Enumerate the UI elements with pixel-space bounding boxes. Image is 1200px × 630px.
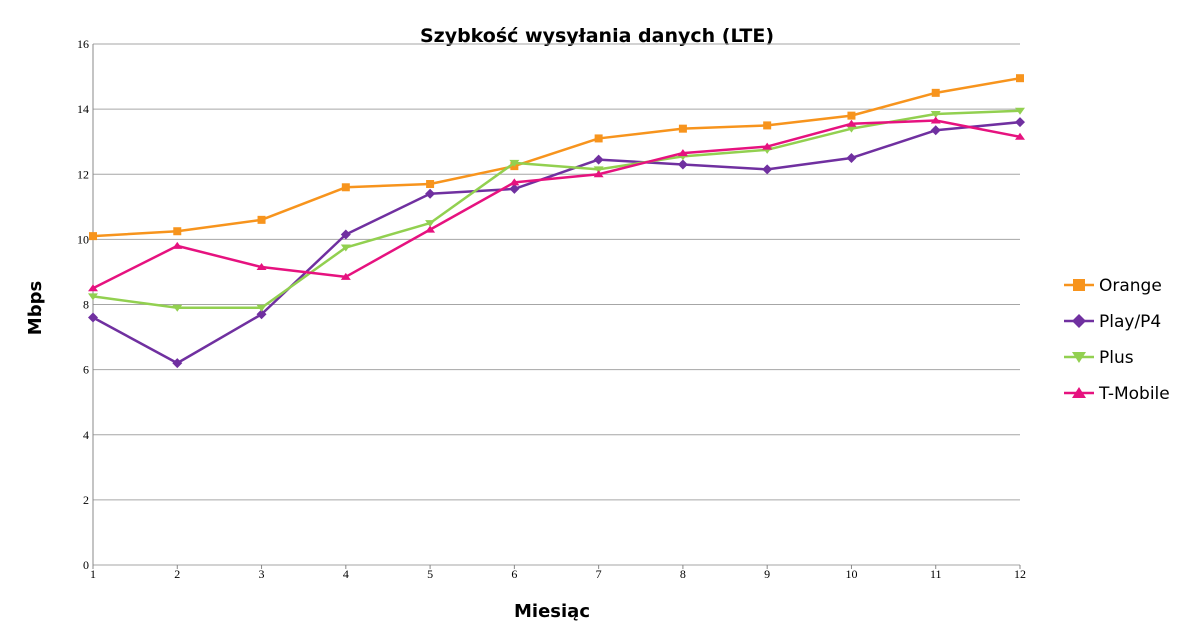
x-tick-label: 5 [427, 567, 433, 581]
data-point [340, 229, 351, 240]
data-point [677, 149, 688, 157]
data-point [763, 121, 772, 130]
y-tick-label: 12 [77, 167, 89, 181]
x-tick-label: 12 [1014, 567, 1026, 581]
x-tick-label: 9 [764, 567, 770, 581]
x-tick-label: 2 [174, 567, 180, 581]
series-t-mobile [88, 116, 1025, 292]
data-point [426, 180, 435, 189]
data-point [88, 293, 98, 301]
series-play-p4 [88, 117, 1025, 369]
series-line [92, 76, 1021, 238]
y-tick-label: 0 [83, 558, 89, 572]
x-tick-label: 8 [680, 567, 686, 581]
legend-item-play-p4: Play/P4 [1064, 312, 1161, 332]
data-point [847, 111, 856, 120]
legend-item-t-mobile: T-Mobile [1064, 384, 1170, 404]
legend-item-plus: Plus [1064, 348, 1134, 368]
data-point [930, 111, 941, 119]
data-point [509, 183, 520, 194]
legend-item-orange: Orange [1064, 276, 1162, 296]
data-point [425, 188, 436, 199]
data-point [846, 125, 857, 133]
y-axis-label: Mbps [25, 281, 46, 335]
series-line [92, 120, 1021, 365]
data-point [593, 154, 604, 165]
gridlines [92, 43, 1020, 566]
data-point [89, 232, 97, 241]
data-point [88, 312, 98, 323]
data-point [593, 170, 604, 178]
data-point [931, 88, 940, 97]
data-point [88, 284, 98, 292]
data-point [425, 225, 436, 233]
series-line [92, 109, 1021, 310]
legend-marker [1072, 314, 1086, 328]
data-point [1015, 132, 1025, 140]
data-point [172, 358, 183, 369]
data-point [1016, 74, 1024, 83]
series-orange [89, 74, 1024, 241]
data-point [341, 183, 350, 192]
data-point [256, 304, 267, 312]
data-point [594, 134, 603, 143]
data-point [256, 263, 267, 271]
x-axis-ticks: 1 2 3 4 5 6 7 8 9 10 11 12 [90, 565, 1026, 581]
data-point [762, 164, 773, 175]
legend-marker [1072, 352, 1086, 363]
x-tick-label: 4 [343, 567, 349, 581]
y-tick-label: 16 [77, 37, 89, 51]
legend-marker [1073, 279, 1085, 291]
y-tick-label: 4 [83, 428, 89, 442]
y-axis-ticks: 0 2 4 6 8 10 12 14 16 [77, 37, 89, 572]
data-point [256, 309, 267, 320]
series-plus [88, 107, 1025, 312]
data-point [1015, 117, 1025, 128]
data-point [509, 159, 520, 167]
data-point [340, 272, 351, 280]
legend-label: Plus [1099, 348, 1134, 368]
data-point [930, 116, 941, 124]
x-tick-label: 11 [930, 567, 942, 581]
series-lines [88, 74, 1025, 369]
legend-marker [1072, 387, 1086, 398]
data-point [677, 159, 688, 170]
data-point [340, 244, 351, 252]
y-tick-label: 14 [77, 102, 89, 116]
data-point [846, 119, 857, 127]
y-tick-label: 6 [83, 363, 89, 377]
data-point [173, 227, 182, 236]
legend: Orange Play/P4 Plus T-Mobile [1064, 276, 1170, 404]
data-point [257, 215, 266, 224]
x-axis-label: Miesiąc [514, 601, 590, 622]
x-tick-label: 3 [259, 567, 265, 581]
y-tick-label: 2 [83, 493, 89, 507]
data-point [593, 166, 604, 174]
legend-label: Orange [1099, 276, 1162, 296]
data-point [930, 125, 941, 136]
y-tick-label: 8 [83, 298, 89, 312]
data-point [172, 304, 183, 312]
x-tick-label: 1 [90, 567, 96, 581]
data-point [509, 178, 520, 186]
x-tick-label: 10 [845, 567, 857, 581]
legend-label: Play/P4 [1099, 312, 1161, 332]
chart-title: Szybkość wysyłania danych (LTE) [420, 25, 774, 47]
legend-label: T-Mobile [1098, 384, 1170, 404]
data-point [1015, 107, 1025, 115]
x-tick-label: 6 [511, 567, 517, 581]
y-tick-label: 10 [77, 232, 89, 246]
series-line [92, 119, 1021, 290]
data-point [846, 152, 857, 163]
x-tick-label: 7 [596, 567, 602, 581]
data-point [425, 220, 436, 228]
data-point [678, 124, 687, 133]
data-point [762, 142, 773, 150]
data-point [172, 241, 183, 249]
